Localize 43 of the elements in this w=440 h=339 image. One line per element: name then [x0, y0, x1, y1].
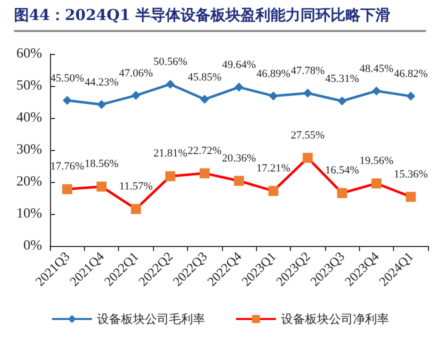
data-label: 48.45% — [359, 62, 394, 75]
point — [303, 88, 312, 98]
data-label: 11.57% — [119, 180, 153, 192]
y-tick-label: 0% — [23, 238, 42, 254]
data-label: 46.82% — [394, 68, 428, 80]
point — [338, 96, 347, 106]
data-label: 18.56% — [84, 158, 119, 170]
data-label: 20.36% — [222, 152, 256, 164]
data-label: 47.78% — [290, 65, 325, 78]
point — [200, 94, 210, 104]
data-label: 19.56% — [359, 154, 394, 167]
data-label: 50.56% — [153, 56, 188, 68]
point — [406, 92, 416, 101]
data-label: 45.50% — [50, 72, 84, 84]
legend-label: 设备板块公司毛利率 — [97, 312, 205, 326]
data-label: 27.55% — [290, 129, 325, 142]
point — [131, 90, 140, 100]
point — [372, 86, 381, 96]
y-tick-label: 20% — [16, 174, 42, 190]
point — [166, 80, 175, 89]
data-label: 49.64% — [222, 59, 256, 72]
data-label: 15.36% — [394, 168, 428, 180]
legend-label: 设备板块公司净利率 — [281, 312, 389, 326]
point — [97, 100, 106, 109]
y-tick-label: 40% — [16, 110, 42, 126]
data-label: 17.21% — [256, 162, 290, 174]
data-label: 22.72% — [188, 144, 222, 157]
data-label: 44.23% — [84, 76, 119, 88]
data-label: 17.76% — [50, 160, 84, 173]
data-label: 45.31% — [325, 73, 360, 86]
data-label: 21.81% — [153, 148, 188, 160]
data-label: 16.54% — [325, 164, 360, 177]
y-tick-label: 60% — [16, 46, 42, 62]
point — [62, 96, 72, 105]
y-tick-label: 30% — [16, 142, 42, 158]
y-tick-label: 10% — [16, 206, 42, 222]
point — [234, 82, 244, 92]
chart-title: 图44：2024Q1 半导体设备板块盈利能力同环比略下滑 — [14, 0, 426, 32]
data-label: 46.89% — [256, 68, 290, 80]
data-label: 45.85% — [188, 71, 222, 84]
y-tick-label: 50% — [16, 78, 42, 94]
point — [268, 91, 278, 100]
data-label: 47.06% — [118, 67, 153, 80]
